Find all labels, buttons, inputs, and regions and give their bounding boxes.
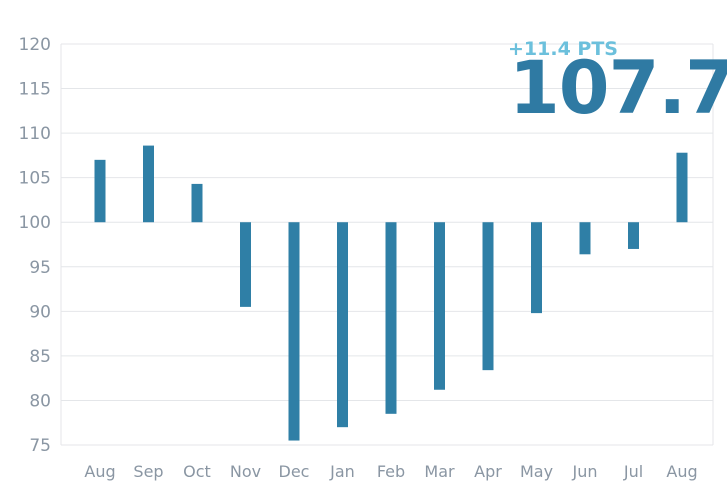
x-tick-label: Aug: [666, 462, 697, 481]
x-tick-label: May: [520, 462, 553, 481]
y-tick-label: 105: [19, 169, 51, 189]
y-axis-ticks: 120 115 110 105 100 95 90 85 80 75: [19, 35, 51, 456]
bar-aug-0: [94, 159, 106, 223]
x-tick-label: Apr: [474, 462, 502, 481]
y-tick-label: 120: [19, 35, 51, 55]
x-axis-ticks: Aug Sep Oct Nov Dec Jan Feb Mar Apr May Jun Jul Aug: [84, 462, 697, 481]
bar-aug-12: [676, 152, 688, 223]
x-tick-label: Jul: [623, 462, 643, 481]
change-label: +11.4 PTS: [508, 38, 618, 60]
y-tick-label: 85: [29, 347, 51, 367]
bar-dec-4: [288, 222, 300, 441]
bar-nov-3: [240, 222, 251, 307]
x-tick-label: Feb: [377, 462, 405, 481]
x-tick-label: Oct: [183, 462, 211, 481]
bars: [94, 145, 688, 441]
bar-feb-6: [385, 222, 397, 414]
y-tick-label: 110: [19, 124, 51, 144]
y-tick-label: 95: [29, 258, 51, 278]
bar-oct-2: [191, 183, 203, 223]
x-tick-label: Jun: [572, 462, 598, 481]
x-tick-label: Sep: [133, 462, 163, 481]
x-tick-label: Nov: [230, 462, 261, 481]
x-tick-label: Jan: [329, 462, 355, 481]
bar-sep-1: [143, 145, 154, 223]
y-tick-label: 80: [29, 391, 51, 411]
y-tick-label: 90: [29, 302, 51, 322]
bar-mar-7: [434, 222, 445, 390]
x-tick-label: Aug: [84, 462, 115, 481]
x-tick-label: Mar: [424, 462, 455, 481]
bar-jun-10: [579, 222, 591, 255]
bar-apr-8: [482, 222, 494, 371]
x-tick-label: Dec: [279, 462, 310, 481]
y-tick-label: 75: [29, 436, 51, 456]
bar-jul-11: [628, 222, 639, 249]
y-tick-label: 115: [19, 80, 51, 100]
bar-may-9: [531, 222, 542, 314]
y-tick-label: 100: [19, 213, 51, 233]
bar-jan-5: [337, 222, 348, 428]
current-value: 107.7: [509, 46, 727, 131]
